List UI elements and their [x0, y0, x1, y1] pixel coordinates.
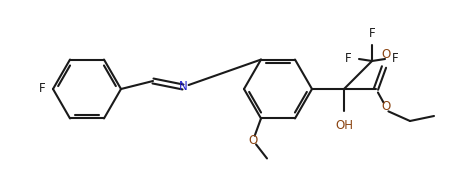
Text: F: F [392, 53, 399, 66]
Text: F: F [345, 53, 352, 66]
Text: O: O [381, 101, 391, 114]
Text: F: F [39, 82, 46, 96]
Text: O: O [248, 134, 258, 147]
Text: N: N [179, 80, 188, 93]
Text: OH: OH [335, 119, 353, 132]
Text: O: O [381, 48, 391, 61]
Text: F: F [368, 27, 376, 40]
